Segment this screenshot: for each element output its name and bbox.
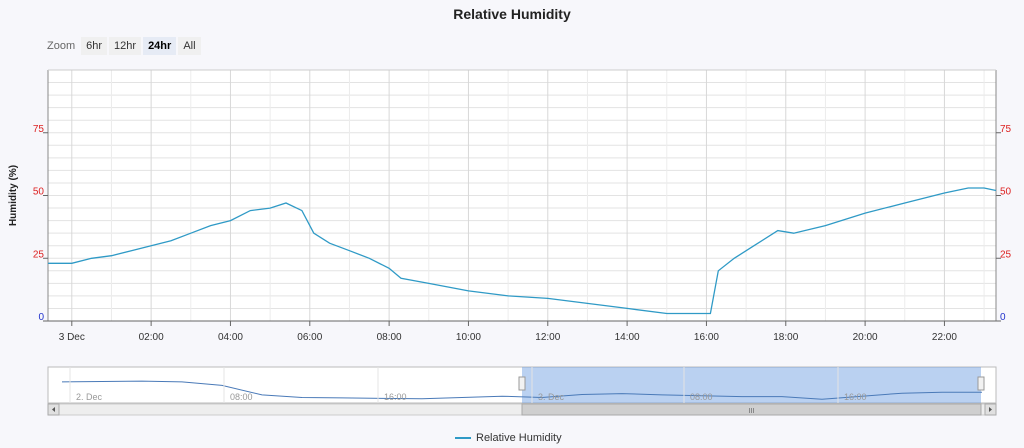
scrollbar-grip-icon: III bbox=[749, 408, 755, 415]
y-tick-label-right: 75 bbox=[1000, 124, 1012, 135]
scrollbar-thumb bbox=[521, 403, 982, 416]
navigator-handle-right bbox=[977, 376, 985, 391]
x-tick-label: 08:00 bbox=[377, 332, 402, 343]
zoom-24hr-button[interactable]: 24hr bbox=[143, 37, 177, 55]
chart-title: Relative Humidity bbox=[453, 6, 571, 22]
x-tick-label: 02:00 bbox=[139, 332, 164, 343]
x-tick-label: 22:00 bbox=[932, 332, 957, 343]
navigator-label: 16:00 bbox=[844, 392, 867, 402]
zoom-label: Zoom bbox=[47, 40, 76, 52]
x-tick-label: 16:00 bbox=[694, 332, 719, 343]
navigator-series-line bbox=[61, 380, 982, 400]
x-tick-label: 14:00 bbox=[615, 332, 640, 343]
x-tick-label: 20:00 bbox=[853, 332, 878, 343]
x-tick-label: 18:00 bbox=[773, 332, 798, 343]
x-tick-label: 06:00 bbox=[297, 332, 322, 343]
scrollbar-right-button bbox=[984, 403, 997, 416]
scrollbar-track bbox=[47, 403, 997, 416]
y-tick-label-right: 0 bbox=[1000, 312, 1006, 323]
y-tick-label-left: 75 bbox=[33, 124, 45, 135]
y-tick-label-left: 50 bbox=[33, 187, 45, 198]
scrollbar-left-button bbox=[47, 403, 60, 416]
y-tick-label-left: 25 bbox=[33, 249, 45, 260]
navigator-selection bbox=[522, 367, 981, 403]
arrow-left-icon bbox=[52, 407, 55, 412]
x-tick-label: 12:00 bbox=[535, 332, 560, 343]
navigator-background bbox=[47, 366, 997, 404]
zoom-12hr-button[interactable]: 12hr bbox=[109, 37, 142, 55]
navigator-label: 16:00 bbox=[384, 392, 407, 402]
y-tick-label-right: 50 bbox=[1000, 187, 1012, 198]
humidity-chart: 0 0 25 25 50 50 75 75 Humidity (%) 3 Dec 02:00 04:0… bbox=[8, 69, 1012, 343]
navigator-handle-left bbox=[518, 376, 526, 391]
legend-label: Relative Humidity bbox=[476, 432, 562, 444]
y-axis-title: Humidity (%) bbox=[8, 165, 19, 226]
zoom-6hr-button[interactable]: 6hr bbox=[81, 37, 108, 55]
zoom-all-button[interactable]: All bbox=[178, 37, 201, 55]
x-tick-label: 3 Dec bbox=[59, 332, 85, 343]
arrow-right-icon bbox=[989, 407, 992, 412]
humidity-series-line bbox=[48, 187, 997, 315]
legend-swatch bbox=[455, 437, 471, 439]
navigator-label: 3. Dec bbox=[538, 392, 565, 402]
navigator-label: 08:00 bbox=[230, 392, 253, 402]
y-tick-label-left: 0 bbox=[38, 312, 44, 323]
legend-item[interactable]: Relative Humidity bbox=[455, 432, 562, 444]
navigator-label: 08:00 bbox=[690, 392, 713, 402]
y-tick-label-right: 25 bbox=[1000, 249, 1012, 260]
x-tick-label: 04:00 bbox=[218, 332, 243, 343]
navigator-label: 2. Dec bbox=[76, 392, 103, 402]
x-tick-label: 10:00 bbox=[456, 332, 481, 343]
zoom-bar: Zoom 6hr 12hr 24hr All bbox=[47, 37, 203, 55]
